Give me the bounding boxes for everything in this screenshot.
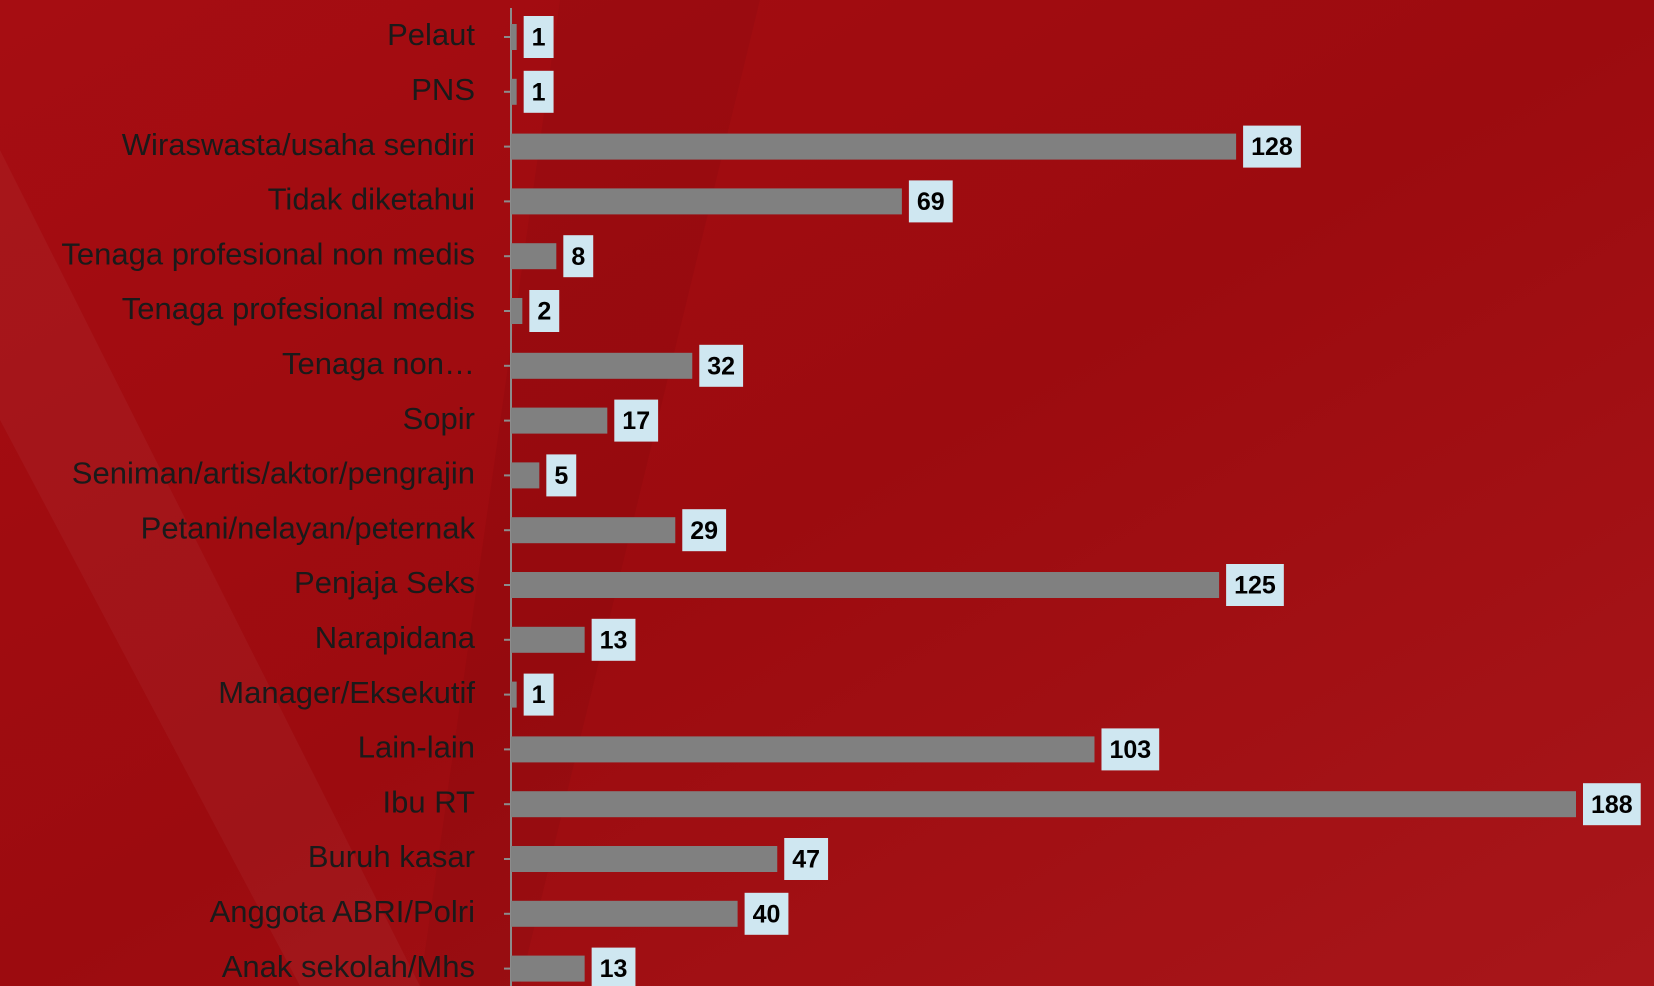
bar — [511, 955, 585, 982]
y-tick-label: Anak sekolah/Mhs — [222, 949, 475, 984]
value-label: 47 — [792, 846, 820, 874]
value-label-box — [546, 454, 577, 497]
y-tick-label: Petani/nelayan/peternak — [141, 510, 476, 545]
value-label-box — [529, 290, 560, 332]
value-label-box — [1583, 783, 1641, 826]
y-tick-label: Ibu RT — [383, 784, 476, 819]
value-label: 125 — [1234, 572, 1276, 600]
y-tick-label: PNS — [411, 72, 475, 107]
value-label: 32 — [707, 352, 735, 380]
y-tick-label: Tenaga non… — [282, 346, 475, 381]
y-tick-label: Tenaga profesional non medis — [61, 236, 475, 271]
bar — [511, 681, 517, 708]
value-label-box — [614, 399, 659, 442]
bar — [511, 78, 517, 105]
bar — [511, 352, 693, 379]
value-label: 1 — [532, 24, 546, 52]
bar — [511, 900, 738, 927]
value-label-box — [591, 618, 636, 661]
y-tick-label: Seniman/artis/aktor/pengrajin — [72, 456, 475, 491]
y-tick-label: Pelaut — [387, 17, 475, 52]
value-label-box — [1101, 728, 1160, 771]
bar — [511, 572, 1220, 598]
value-label: 2 — [537, 298, 551, 326]
value-label-box — [744, 892, 789, 935]
value-label-box — [682, 509, 727, 552]
y-tick-label: Tenaga profesional medis — [122, 291, 475, 326]
value-label: 128 — [1251, 133, 1293, 161]
background-shape — [0, 150, 420, 986]
value-label: 29 — [690, 517, 718, 545]
value-label-box — [523, 16, 554, 58]
value-label: 69 — [917, 188, 945, 216]
value-label: 103 — [1109, 736, 1151, 764]
bar — [511, 626, 585, 653]
bar — [511, 407, 608, 434]
value-label-box — [563, 235, 594, 278]
value-label-box — [784, 838, 829, 880]
y-tick-label: Anggota ABRI/Polri — [210, 894, 475, 929]
value-label-box — [591, 947, 636, 986]
value-label: 8 — [571, 243, 585, 271]
y-tick-label: Narapidana — [315, 620, 476, 655]
value-label-box — [699, 344, 744, 387]
y-tick-label: Wiraswasta/usaha sendiri — [122, 127, 475, 162]
y-tick-label: Manager/Eksekutif — [218, 675, 475, 710]
y-tick-label: Lain-lain — [358, 730, 475, 765]
value-label: 1 — [532, 681, 546, 709]
y-tick-label: Buruh kasar — [308, 839, 475, 874]
value-label-box — [1243, 125, 1301, 168]
bar — [511, 462, 540, 489]
bar — [511, 243, 557, 270]
value-label: 5 — [554, 462, 568, 490]
value-label: 13 — [600, 626, 628, 654]
value-label-box — [523, 673, 554, 716]
bar — [511, 736, 1095, 763]
value-label: 40 — [753, 900, 781, 928]
bar — [511, 791, 1576, 818]
value-label: 1 — [532, 78, 546, 106]
bar — [511, 517, 676, 544]
value-label-box — [908, 180, 953, 223]
value-label: 188 — [1591, 791, 1633, 819]
value-label: 17 — [622, 407, 650, 435]
value-label-box — [1226, 564, 1284, 606]
y-tick-label: Tidak diketahui — [268, 182, 475, 217]
y-tick-label: Sopir — [403, 401, 475, 436]
background-shape — [420, 0, 760, 986]
value-label: 13 — [600, 955, 628, 983]
bar — [511, 298, 523, 324]
bar — [511, 846, 778, 872]
bar — [511, 24, 517, 50]
y-tick-label: Penjaja Seks — [294, 565, 475, 600]
bar — [511, 133, 1237, 160]
value-label-box — [523, 70, 554, 113]
bar — [511, 188, 902, 215]
